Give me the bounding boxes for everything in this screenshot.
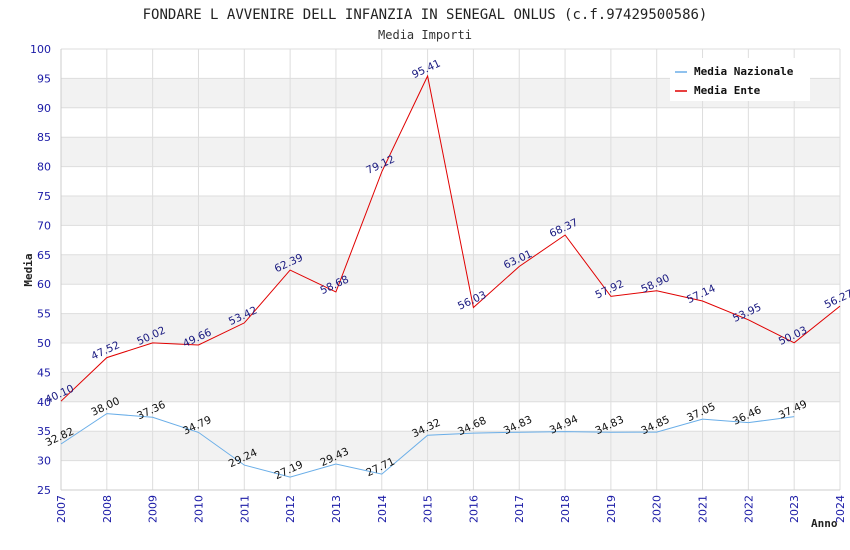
y-tick-label: 35 — [37, 425, 51, 438]
y-tick-label: 55 — [37, 308, 51, 321]
y-tick-label: 40 — [37, 396, 51, 409]
data-label: 57.14 — [685, 282, 718, 306]
chart-subtitle: Media Importi — [378, 28, 472, 42]
y-tick-label: 60 — [37, 278, 51, 291]
y-tick-label: 90 — [37, 102, 51, 115]
series-line-nazionale — [60, 413, 795, 478]
legend-box — [670, 58, 810, 101]
y-tick-label: 85 — [37, 131, 51, 144]
data-label: 56.03 — [456, 289, 488, 313]
x-tick-label: 2022 — [742, 495, 755, 523]
y-tick-label: 45 — [37, 366, 51, 379]
x-tick-label: 2008 — [101, 495, 114, 523]
y-tick-label: 95 — [37, 72, 51, 85]
data-label: 40.10 — [44, 383, 76, 407]
chart-title: FONDARE L AVVENIRE DELL INFANZIA IN SENE… — [143, 7, 708, 23]
x-tick-label: 2024 — [834, 495, 847, 523]
x-tick-label: 2021 — [697, 495, 710, 523]
x-tick-label: 2011 — [238, 495, 251, 523]
axes — [60, 49, 840, 491]
y-tick-label: 80 — [37, 161, 51, 174]
data-label: 56.27 — [823, 288, 850, 312]
x-tick-label: 2014 — [376, 495, 389, 523]
legend-label-nazionale: Media Nazionale — [694, 65, 794, 78]
legend-label-ente: Media Ente — [694, 84, 761, 97]
x-tick-label: 2018 — [559, 495, 572, 523]
grid-lines — [60, 48, 841, 491]
data-label: 36.46 — [731, 404, 764, 428]
legend: Media Nazionale Media Ente — [670, 58, 810, 101]
x-tick-label: 2009 — [147, 495, 160, 523]
y-tick-label: 25 — [37, 484, 51, 497]
x-tick-label: 2012 — [284, 495, 297, 523]
x-tick-label: 2020 — [651, 495, 664, 523]
y-tick-label: 50 — [37, 337, 51, 350]
y-axis-ticks: 25 30 35 40 45 50 55 60 65 70 75 80 85 90 95 100 — [30, 43, 51, 497]
x-tick-label: 2023 — [788, 495, 801, 523]
grid-bands — [61, 78, 840, 461]
grid-band — [61, 196, 840, 226]
x-tick-label: 2017 — [513, 495, 526, 523]
x-tick-label: 2019 — [605, 495, 618, 523]
x-axis-ticks: 2007 2008 2009 2010 2011 2012 2013 2014 2015 2016… — [55, 495, 847, 523]
grid-band — [61, 254, 840, 285]
grid-band — [61, 313, 840, 343]
y-tick-label: 30 — [37, 455, 51, 468]
x-tick-label: 2007 — [55, 495, 68, 523]
x-tick-label: 2016 — [467, 495, 480, 523]
series-line-ente — [60, 74, 841, 402]
y-axis-label: Media — [22, 253, 35, 286]
y-tick-label: 70 — [37, 219, 51, 232]
data-label: 37.05 — [685, 401, 717, 425]
y-tick-label: 75 — [37, 190, 51, 203]
y-tick-label: 100 — [30, 43, 51, 56]
x-tick-label: 2010 — [192, 495, 205, 523]
grid-band — [61, 372, 840, 402]
x-tick-label: 2015 — [422, 495, 435, 523]
data-label: 27.19 — [273, 459, 305, 483]
grid-band — [61, 431, 840, 461]
y-tick-label: 65 — [37, 249, 51, 262]
series-lines — [60, 74, 841, 478]
grid-band — [61, 137, 840, 167]
x-axis-label: Anno — [811, 517, 838, 530]
x-tick-label: 2013 — [330, 495, 343, 523]
